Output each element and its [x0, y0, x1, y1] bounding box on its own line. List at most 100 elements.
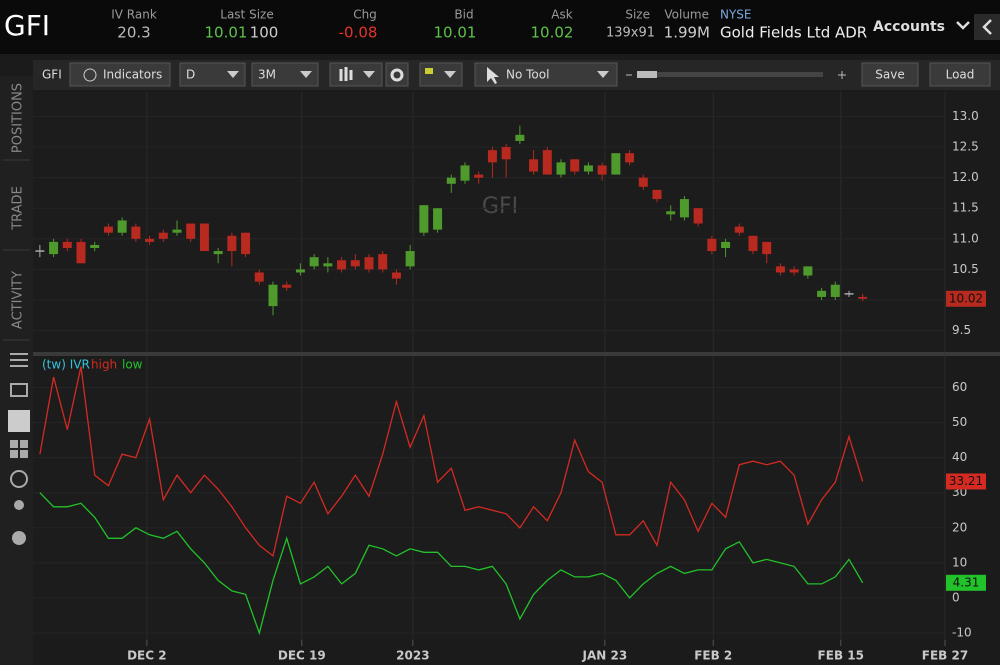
- field-label: Last Size: [220, 8, 273, 22]
- y-tick-label: 40: [952, 450, 967, 464]
- dropdown-arrow: [444, 71, 456, 78]
- candle-body: [748, 235, 758, 252]
- tv-icon[interactable]: [10, 383, 28, 397]
- candle-body: [775, 266, 785, 273]
- value-badge-label: 33.21: [949, 474, 983, 488]
- candle-body: [405, 251, 415, 267]
- chevron[interactable]: [956, 21, 970, 30]
- candle-body: [337, 260, 347, 270]
- candle-body: [542, 150, 552, 175]
- drawing-dropdown[interactable]: [419, 62, 463, 87]
- save-button[interactable]: [861, 62, 919, 87]
- x-tick-label: FEB 15: [818, 649, 864, 663]
- candle-body: [227, 235, 237, 252]
- company-name: Gold Fields Ltd ADR: [720, 24, 867, 42]
- tab-divider: [3, 159, 30, 341]
- x-tick-label: FEB 27: [922, 649, 968, 663]
- fx-icon: [425, 68, 433, 74]
- indicators-button[interactable]: [69, 62, 171, 87]
- y-tick-label: 11.5: [952, 201, 979, 215]
- collapse-button[interactable]: [974, 14, 1000, 40]
- aggregation-dropdown[interactable]: [179, 62, 246, 87]
- candle-body: [103, 226, 113, 233]
- sidebar-tab[interactable]: TRADE: [11, 186, 26, 231]
- chart-style-dropdown[interactable]: [329, 62, 383, 87]
- candle-body: [570, 159, 580, 172]
- field-value: 10.01: [434, 24, 477, 42]
- candle-body: [446, 177, 456, 184]
- pointer-icon: [487, 67, 499, 84]
- candle-body: [556, 162, 566, 175]
- candle-body: [295, 269, 305, 273]
- candle-body: [186, 223, 196, 239]
- candle-body: [721, 241, 731, 248]
- field-label: Bid: [454, 8, 473, 22]
- range-label[interactable]: 3M: [258, 68, 276, 82]
- candle-body: [282, 284, 292, 288]
- field-label: Size: [625, 8, 650, 22]
- y-tick-label: 10.5: [952, 262, 979, 276]
- load-label[interactable]: Load: [946, 68, 975, 82]
- candle-body: [858, 296, 868, 299]
- value-badge-label: 4.31: [953, 575, 980, 589]
- y-tick-label: 12.5: [952, 140, 979, 154]
- exchange: NYSE: [720, 8, 752, 22]
- aggregation-label[interactable]: D: [186, 68, 195, 82]
- indicator-icon: [83, 68, 97, 82]
- candle-body: [803, 266, 813, 276]
- candle-body: [117, 220, 127, 233]
- tool-label[interactable]: No Tool: [506, 68, 549, 82]
- indicators-label[interactable]: Indicators: [103, 68, 162, 82]
- field-label: Volume: [664, 8, 709, 22]
- zoom-in[interactable]: [838, 71, 846, 79]
- price-badge-label: 10.02: [949, 291, 983, 305]
- dropdown-arrow: [300, 71, 312, 78]
- tool-dropdown[interactable]: [474, 62, 618, 87]
- grid-icon[interactable]: [10, 440, 28, 458]
- sidebar-tab[interactable]: ACTIVITY: [11, 271, 26, 329]
- x-tick-label: JAN 23: [582, 649, 628, 663]
- field-value: 20.3: [117, 24, 150, 42]
- sidebar: [0, 76, 33, 665]
- field-label: Ask: [551, 8, 572, 22]
- y-tick-label: 60: [952, 380, 967, 394]
- range-dropdown[interactable]: [251, 62, 319, 87]
- field-label: Chg: [353, 8, 377, 22]
- candle-body: [268, 284, 278, 307]
- ivr-panel: [33, 356, 945, 640]
- dropdown-arrow: [227, 71, 239, 78]
- clock-icon[interactable]: [10, 470, 28, 488]
- candle-body: [419, 205, 429, 233]
- candle-body: [817, 290, 827, 297]
- zoom-thumb[interactable]: [637, 71, 657, 78]
- price-badge: [946, 290, 986, 307]
- y-tick-label: 11.0: [952, 231, 979, 245]
- save-label[interactable]: Save: [875, 68, 904, 82]
- field-label: IV Rank: [111, 8, 157, 22]
- candle-body: [789, 269, 799, 273]
- dropdown-arrow: [597, 71, 609, 78]
- chart-icon[interactable]: [8, 410, 30, 432]
- candle-body: [652, 189, 662, 200]
- sidebar-tab[interactable]: POSITIONS: [11, 83, 26, 153]
- accounts-button[interactable]: Accounts: [873, 19, 945, 35]
- x-tick-label: 2023: [396, 649, 429, 663]
- candle-body: [501, 147, 511, 160]
- legend-entry: high: [91, 358, 117, 372]
- candle-body: [213, 251, 223, 255]
- header-bar: [0, 0, 1000, 54]
- candle-body: [364, 257, 374, 270]
- field-value: 139x91: [606, 26, 655, 41]
- x-tick-label: FEB 2: [694, 649, 732, 663]
- chevron[interactable]: [982, 19, 992, 35]
- candle-body: [62, 241, 72, 248]
- zoom-track[interactable]: [637, 72, 823, 77]
- people-icon[interactable]: [14, 500, 24, 510]
- settings-button[interactable]: [385, 62, 409, 87]
- toolbar-symbol: GFI: [42, 68, 62, 82]
- list-icon[interactable]: [10, 353, 28, 367]
- candle-body: [666, 211, 676, 215]
- load-button[interactable]: [929, 62, 991, 87]
- candle-body: [309, 257, 319, 267]
- help-icon[interactable]: [12, 531, 26, 545]
